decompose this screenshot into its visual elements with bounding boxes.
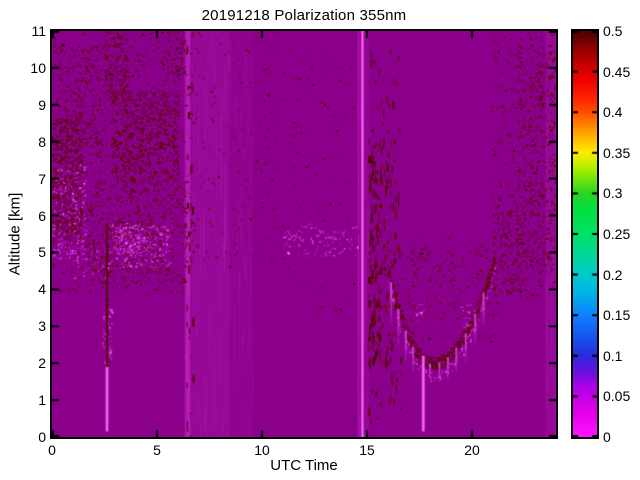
y-tick-label: 6 xyxy=(38,207,46,224)
x-tick-label: 20 xyxy=(464,442,480,458)
colorbar-tick-label: 0.25 xyxy=(603,226,631,242)
colorbar-tick-label: 0.2 xyxy=(603,266,623,283)
y-tick-label: 0 xyxy=(38,429,46,445)
heatmap-canvas xyxy=(52,31,556,437)
x-tick-label: 15 xyxy=(359,442,375,458)
y-tick-label: 3 xyxy=(38,318,46,335)
colorbar-tick-label: 0.45 xyxy=(603,63,631,80)
plot-area xyxy=(50,29,558,439)
y-tick-label: 2 xyxy=(38,355,46,372)
colorbar-tick-label: 0.5 xyxy=(603,23,623,39)
y-tick-label: 10 xyxy=(30,59,46,76)
x-tick-label: 0 xyxy=(48,442,56,458)
y-tick-label: 7 xyxy=(38,170,46,187)
x-tick-label: 10 xyxy=(254,442,270,458)
y-tick-label: 5 xyxy=(38,244,46,261)
colorbar-tick-label: 0.15 xyxy=(603,307,631,324)
colorbar-tick-label: 0.3 xyxy=(603,185,623,202)
y-tick-label: 11 xyxy=(31,23,46,39)
y-axis-label: Altitude [km] xyxy=(6,192,24,276)
y-tick-label: 4 xyxy=(38,281,46,298)
colorbar-tick-label: 0 xyxy=(603,429,611,445)
chart-title: 20191218 Polarization 355nm xyxy=(201,7,407,24)
colorbar-canvas xyxy=(573,31,597,437)
x-tick-label: 5 xyxy=(153,442,161,458)
colorbar-tick-label: 0.35 xyxy=(603,144,631,161)
colorbar-tick-label: 0.05 xyxy=(603,388,631,405)
colorbar-tick-label: 0.1 xyxy=(603,347,623,364)
y-tick-label: 1 xyxy=(38,392,46,409)
colorbar-tick-label: 0.4 xyxy=(603,104,623,121)
x-axis-label: UTC Time xyxy=(270,457,338,474)
colorbar xyxy=(571,29,599,439)
y-tick-label: 9 xyxy=(38,96,46,113)
y-tick-label: 8 xyxy=(38,133,46,150)
